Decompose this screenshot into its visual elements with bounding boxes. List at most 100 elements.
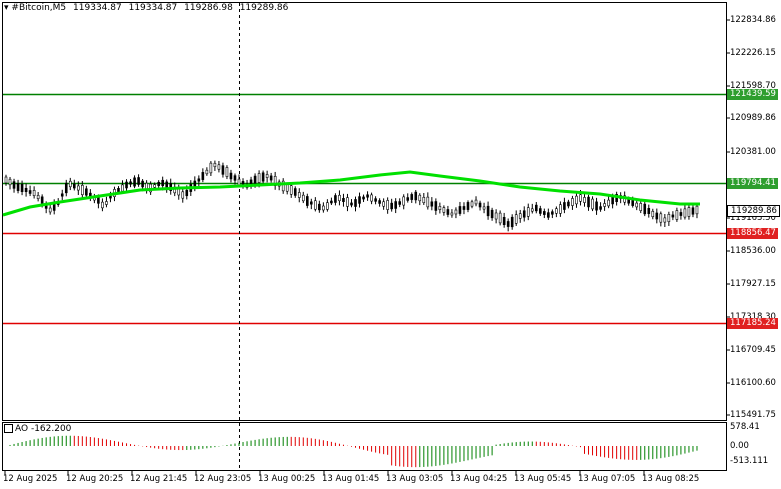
candle-body bbox=[322, 205, 325, 211]
candle-body bbox=[28, 190, 32, 194]
candle-body bbox=[543, 211, 546, 215]
candle-body bbox=[334, 195, 337, 203]
price-label: 120989.86 bbox=[730, 113, 776, 123]
time-label: 12 Aug 2025 bbox=[3, 474, 58, 484]
candle-body bbox=[607, 199, 610, 207]
candle-body bbox=[318, 203, 321, 211]
time-label: 12 Aug 23:05 bbox=[194, 474, 252, 484]
candle-body bbox=[683, 208, 687, 218]
candle-body bbox=[346, 197, 349, 207]
candle-body bbox=[478, 202, 482, 208]
candle-body bbox=[559, 204, 562, 214]
candle-body bbox=[466, 202, 470, 210]
candle-body bbox=[539, 208, 542, 214]
candle-body bbox=[121, 184, 124, 192]
candle-body bbox=[326, 202, 329, 210]
candle-body bbox=[225, 167, 229, 177]
candle-body bbox=[233, 175, 237, 181]
candle-body bbox=[253, 175, 257, 185]
candle-body bbox=[153, 184, 156, 188]
candle-body bbox=[314, 200, 317, 210]
candle-body bbox=[330, 200, 333, 204]
candle-body bbox=[64, 182, 68, 194]
candle-body bbox=[269, 175, 273, 181]
candle-body bbox=[635, 202, 639, 208]
candle-body bbox=[695, 205, 699, 215]
candle-body bbox=[647, 208, 651, 214]
ao-indicator-title: AO -162.200 bbox=[4, 424, 71, 434]
candle-body bbox=[599, 206, 602, 210]
candle-body bbox=[675, 210, 679, 220]
candle-body bbox=[434, 201, 438, 211]
candle-body bbox=[177, 188, 181, 196]
candle-body bbox=[133, 177, 136, 187]
current-price-tag: 119289.86 bbox=[727, 205, 780, 217]
support-level-tag: 121439.59 bbox=[727, 89, 778, 100]
candle-body bbox=[201, 172, 205, 180]
candle-body bbox=[32, 190, 36, 196]
candle-body bbox=[181, 191, 185, 199]
candle-body bbox=[77, 185, 80, 191]
candle-body bbox=[687, 207, 691, 217]
ao-max-label: 578.41 bbox=[730, 422, 760, 432]
candle-body bbox=[12, 181, 16, 189]
candle-body bbox=[20, 184, 24, 192]
candle-body bbox=[547, 212, 550, 218]
candle-body bbox=[422, 196, 426, 204]
price-label: 121598.70 bbox=[730, 81, 776, 91]
candle-body bbox=[587, 196, 590, 208]
price-label: 122226.15 bbox=[730, 48, 776, 58]
candle-body bbox=[651, 210, 655, 218]
candle-body bbox=[390, 202, 393, 210]
candle-body bbox=[490, 209, 494, 219]
ao-min-label: -513.111 bbox=[730, 456, 769, 466]
candle-body bbox=[301, 194, 305, 202]
candle-body bbox=[213, 162, 217, 168]
candle-body bbox=[285, 184, 289, 192]
candle-body bbox=[450, 212, 454, 216]
candle-body bbox=[555, 208, 558, 214]
candle-body bbox=[342, 198, 345, 202]
candle-body bbox=[8, 178, 12, 186]
open-value: 119334.87 bbox=[73, 3, 122, 13]
candle-body bbox=[16, 183, 20, 191]
candle-body bbox=[217, 164, 221, 170]
time-label: 13 Aug 03:05 bbox=[386, 474, 444, 484]
ma-level-tag: 119794.41 bbox=[727, 178, 778, 189]
time-label: 12 Aug 20:25 bbox=[66, 474, 124, 484]
candle-body bbox=[603, 203, 606, 207]
candle-body bbox=[410, 194, 414, 200]
candle-body bbox=[462, 206, 466, 210]
candle-body bbox=[494, 212, 498, 220]
candle-body bbox=[563, 202, 566, 210]
candle-body bbox=[310, 201, 313, 205]
candle-body bbox=[237, 178, 241, 186]
candle-body bbox=[534, 204, 538, 212]
candle-body bbox=[72, 183, 76, 189]
candle-body bbox=[438, 206, 442, 210]
candle-body bbox=[229, 172, 233, 180]
candle-body bbox=[643, 203, 647, 215]
candle-body bbox=[374, 198, 377, 202]
candle-body bbox=[366, 194, 369, 198]
candle-body bbox=[338, 194, 341, 202]
candle-body bbox=[402, 196, 406, 206]
candle-body bbox=[117, 188, 120, 192]
candle-body bbox=[506, 221, 510, 227]
candle-body bbox=[482, 206, 486, 210]
candle-body bbox=[470, 201, 474, 207]
candle-body bbox=[386, 200, 389, 210]
candle-body bbox=[659, 213, 663, 223]
low-value: 119286.98 bbox=[184, 3, 233, 13]
candle-body bbox=[575, 195, 578, 205]
price-label: 117927.15 bbox=[730, 279, 776, 289]
candle-body bbox=[289, 185, 293, 195]
candle-body bbox=[454, 209, 458, 215]
candle-body bbox=[567, 201, 570, 207]
price-label: 119163.50 bbox=[730, 213, 776, 223]
candle-body bbox=[486, 205, 490, 217]
candle-body bbox=[362, 196, 365, 200]
candle-body bbox=[137, 177, 140, 185]
